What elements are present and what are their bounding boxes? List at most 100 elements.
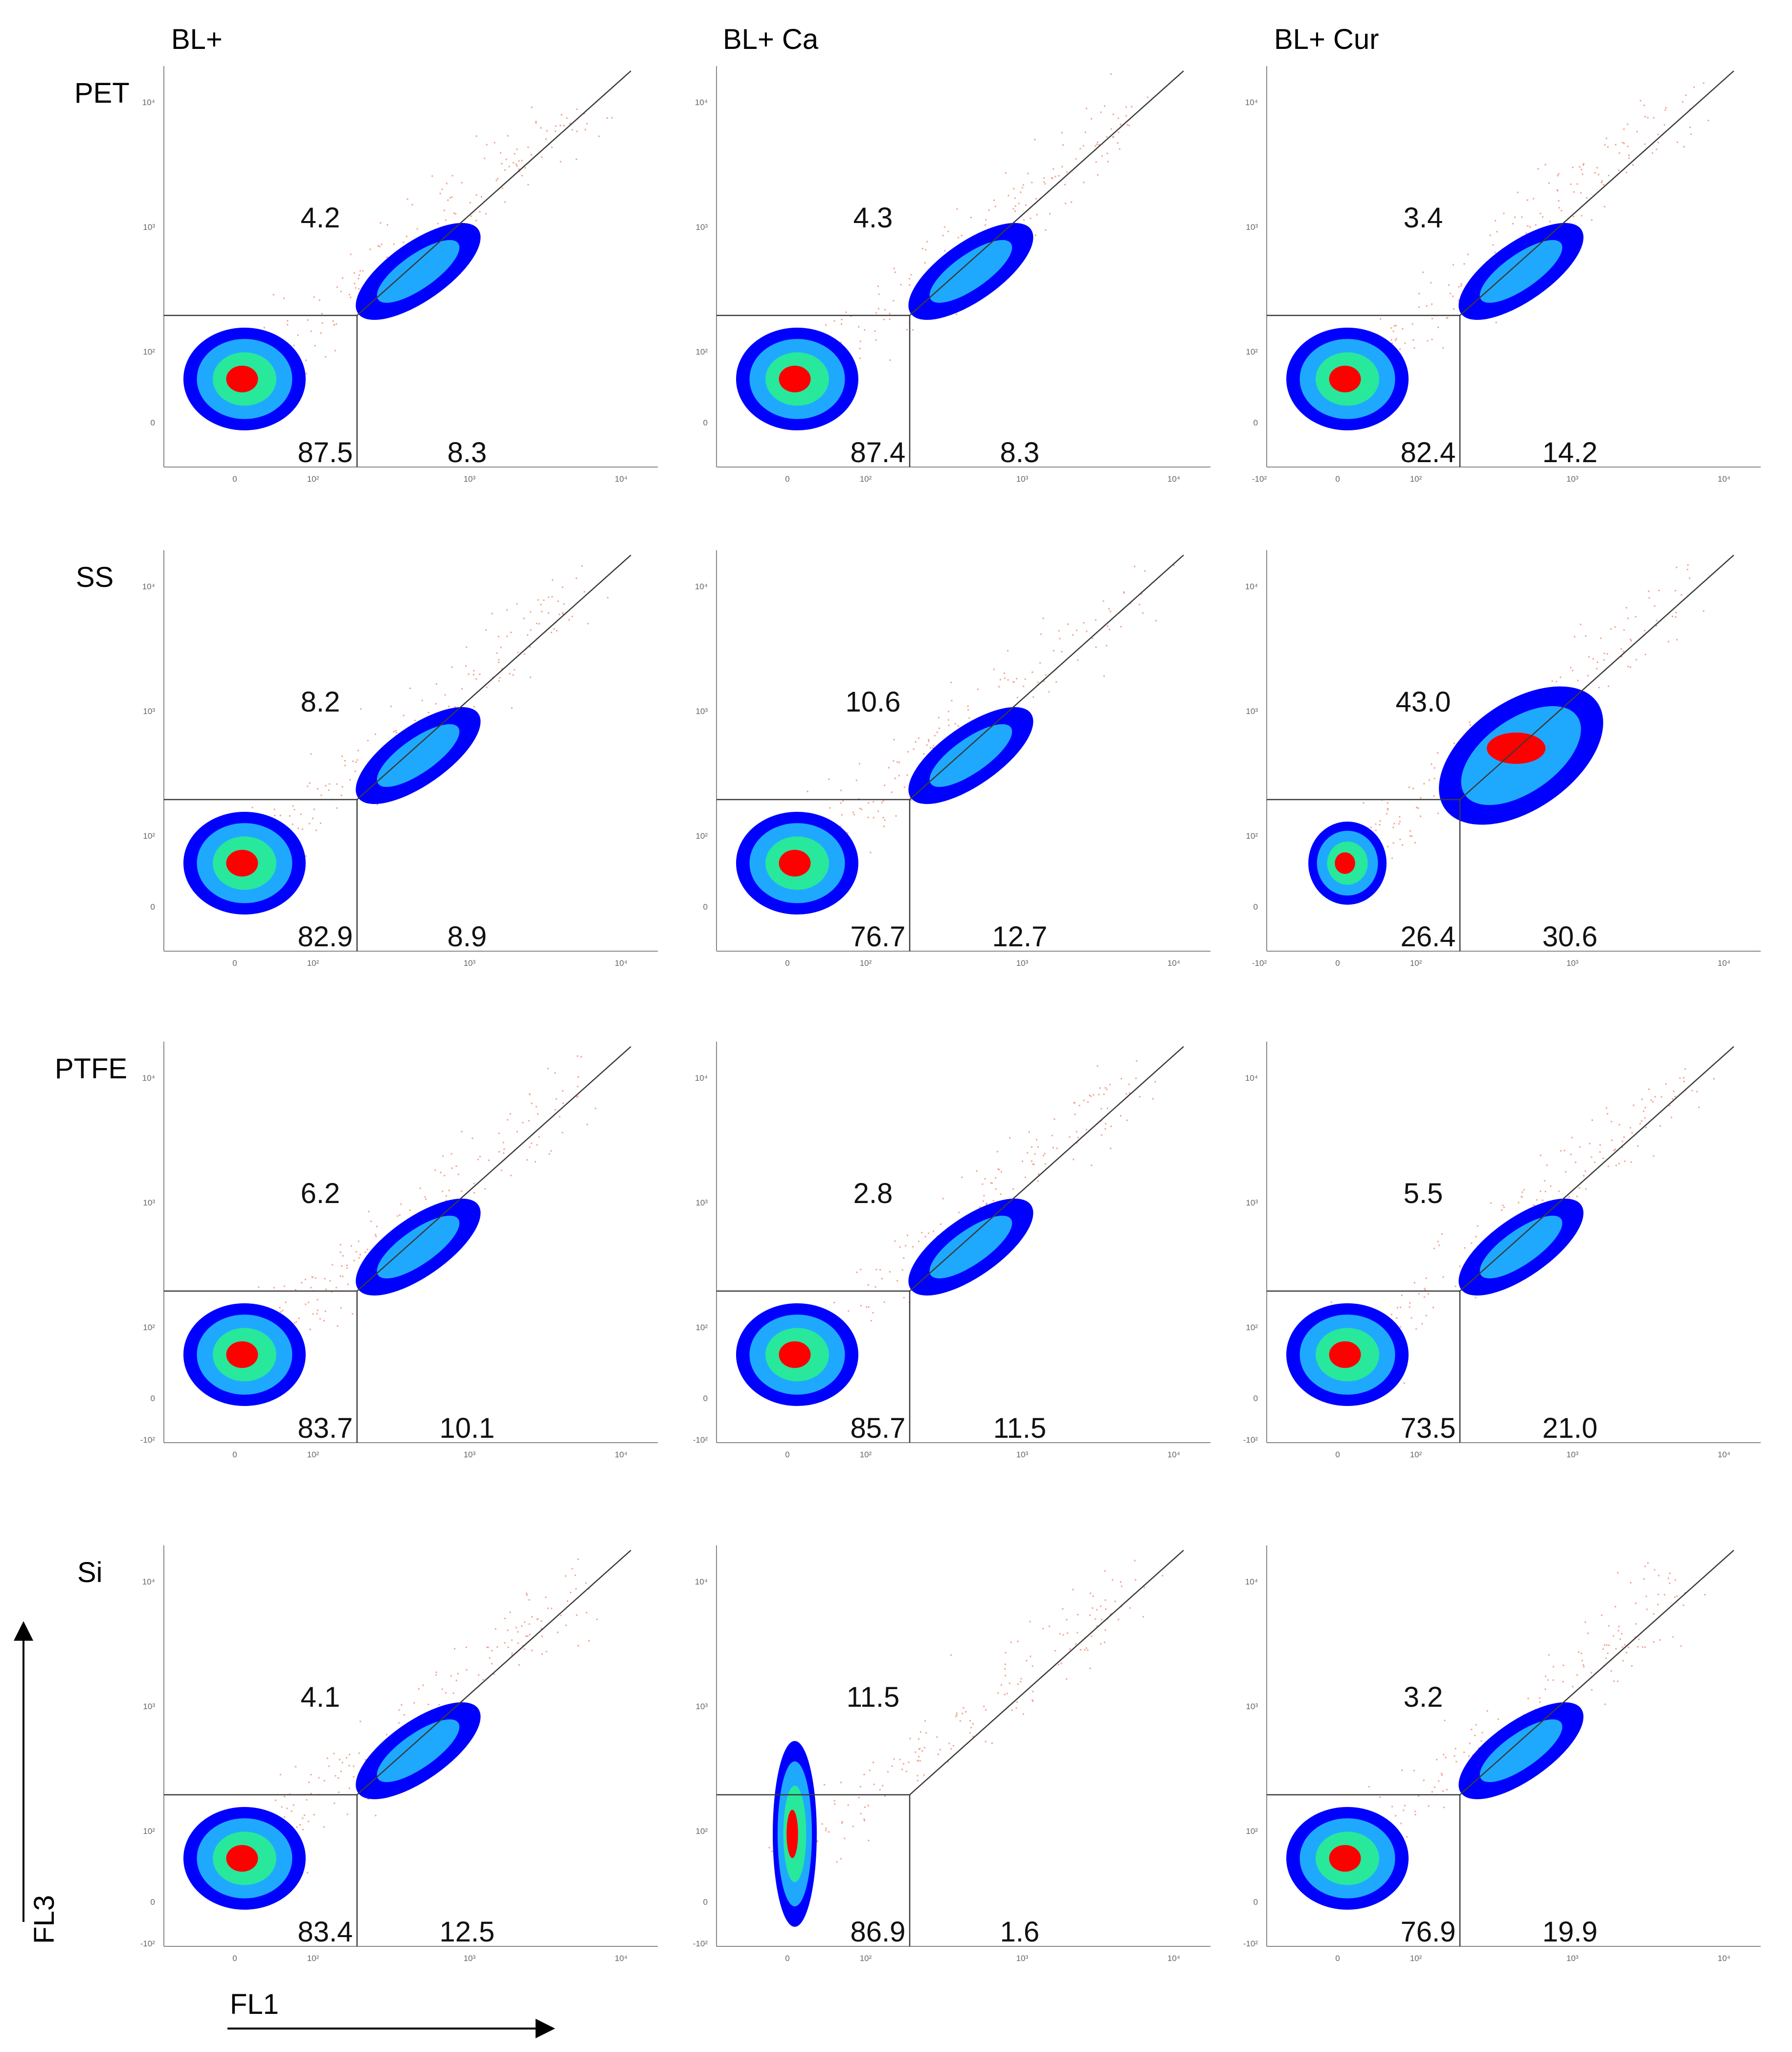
x-tick-label-ss-bl-3: 10⁴ (615, 959, 627, 968)
event-dot (1079, 1649, 1081, 1651)
event-dot (893, 738, 895, 740)
event-dot (1639, 1123, 1641, 1125)
event-dot (498, 661, 500, 663)
event-dot (878, 293, 880, 295)
event-dot (1607, 1113, 1609, 1115)
event-dot (1545, 164, 1546, 166)
event-dot (1564, 1150, 1566, 1152)
event-dot (1667, 641, 1669, 643)
y-tick-label-ptfe-bl-1: 10³ (143, 1198, 155, 1207)
event-dot (1020, 1678, 1022, 1680)
event-dot (1118, 132, 1120, 134)
event-dot (571, 615, 573, 617)
event-dot (1545, 1675, 1546, 1677)
event-dot (292, 805, 294, 807)
event-dot (606, 117, 608, 119)
x-tick-label-pet-bl-1: 10² (307, 474, 319, 484)
event-dot (1526, 199, 1528, 201)
event-dot (1031, 1665, 1033, 1667)
event-dot (985, 1709, 987, 1711)
event-dot (354, 283, 356, 285)
event-dot (1442, 1790, 1444, 1792)
x-tick-label-ptfe-bl-2: 10³ (464, 1450, 476, 1459)
event-dot (439, 193, 441, 195)
event-dot (530, 629, 532, 631)
event-dot (958, 1211, 960, 1213)
event-dot (577, 1076, 579, 1078)
event-dot (894, 271, 896, 273)
event-dot (986, 1204, 987, 1205)
event-dot (498, 659, 500, 661)
event-dot (584, 129, 586, 131)
event-dot (993, 200, 995, 201)
event-dot (1443, 1754, 1445, 1756)
event-dot (502, 1141, 504, 1143)
event-dot (461, 1190, 463, 1192)
event-dot (1618, 152, 1620, 154)
event-dot (1022, 1713, 1024, 1715)
y-tick-label-si-bl-cur-4: -10² (1243, 1939, 1258, 1948)
event-dot (445, 1692, 447, 1694)
event-dot (576, 1614, 578, 1616)
event-dot (495, 179, 497, 181)
event-dot (1004, 1694, 1006, 1695)
event-dot (302, 1817, 304, 1819)
event-dot (340, 1307, 342, 1309)
event-dot (1539, 1697, 1541, 1699)
event-dot (882, 817, 884, 819)
event-dot (1105, 1123, 1107, 1125)
event-dot (1475, 1236, 1477, 1238)
event-dot (1107, 625, 1109, 627)
event-dot (910, 274, 912, 276)
event-dot (1623, 142, 1625, 144)
event-dot (1683, 146, 1685, 148)
event-dot (503, 1148, 505, 1150)
event-dot (309, 823, 311, 825)
event-dot (455, 1679, 457, 1681)
event-dot (370, 1220, 372, 1222)
event-dot (995, 1188, 997, 1190)
event-dot (1064, 184, 1066, 185)
event-dot (1120, 625, 1122, 627)
gate-diagonal-ss-bl-cur (1459, 555, 1734, 800)
event-dot (563, 603, 565, 605)
event-dot (546, 130, 548, 132)
event-dot (1100, 1606, 1102, 1607)
event-dot (872, 1312, 874, 1314)
event-dot (1135, 1579, 1137, 1581)
event-dot (1420, 815, 1421, 817)
event-dot (1363, 802, 1365, 804)
event-dot (559, 1116, 560, 1117)
event-dot (527, 1635, 529, 1637)
event-dot (406, 236, 408, 238)
event-dot (1387, 802, 1389, 804)
event-dot (596, 1618, 598, 1620)
event-dot (435, 1672, 437, 1673)
event-dot (1408, 786, 1410, 788)
event-dot (297, 334, 299, 336)
event-dot (291, 824, 293, 825)
event-dot (1083, 181, 1085, 183)
event-dot (983, 1195, 985, 1197)
event-dot (1017, 1641, 1019, 1643)
event-dot (1079, 148, 1081, 150)
event-dot (992, 1200, 994, 1202)
event-dot (1107, 1618, 1109, 1620)
event-dot (554, 1072, 556, 1074)
event-dot (1702, 82, 1704, 84)
event-dot (1604, 1644, 1606, 1646)
event-dot (473, 670, 475, 671)
event-dot (868, 802, 870, 804)
event-dot (1409, 1306, 1411, 1308)
event-dot (1437, 1241, 1439, 1243)
y-tick-label-si-bl-1: 10³ (143, 1702, 155, 1711)
event-dot (526, 1594, 528, 1596)
event-dot (1537, 168, 1539, 170)
event-dot (925, 249, 927, 251)
event-dot (1426, 305, 1428, 307)
event-dot (1330, 1301, 1332, 1303)
event-dot (1119, 148, 1120, 150)
event-dot (1040, 633, 1042, 635)
event-dot (518, 1664, 520, 1666)
event-dot (1100, 112, 1102, 113)
